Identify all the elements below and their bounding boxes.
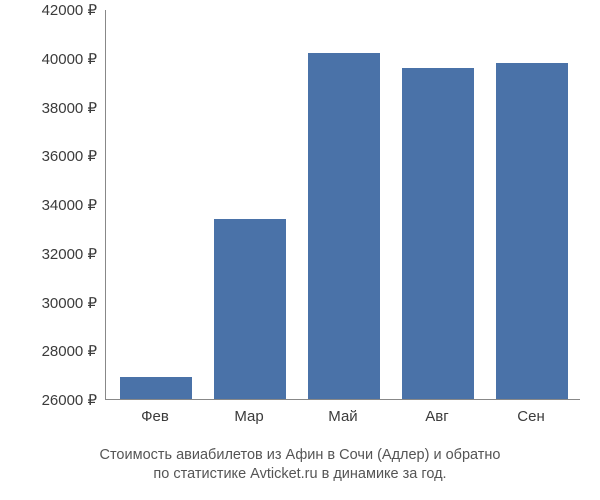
y-tick-label: 32000 ₽ — [42, 245, 97, 263]
y-tick-label: 30000 ₽ — [42, 294, 97, 312]
caption-line-2: по статистике Avticket.ru в динамике за … — [153, 466, 446, 482]
x-tick-label: Авг — [425, 408, 448, 425]
plot-area — [105, 10, 580, 400]
caption-line-1: Стоимость авиабилетов из Афин в Сочи (Ад… — [99, 447, 500, 463]
bar — [120, 377, 192, 399]
x-tick-label: Фев — [141, 408, 169, 425]
bar — [214, 219, 286, 399]
bar — [308, 53, 380, 399]
y-tick-label: 42000 ₽ — [42, 1, 97, 19]
x-tick-label: Мар — [234, 408, 263, 425]
price-chart: 26000 ₽ 28000 ₽ 30000 ₽ 32000 ₽ 34000 ₽ 36000… — [10, 10, 590, 440]
y-tick-label: 34000 ₽ — [42, 196, 97, 214]
bar — [496, 63, 568, 399]
bar — [402, 68, 474, 400]
y-tick-label: 40000 ₽ — [42, 50, 97, 68]
y-tick-label: 38000 ₽ — [42, 99, 97, 117]
y-tick-label: 36000 ₽ — [42, 147, 97, 165]
y-axis: 26000 ₽28000 ₽30000 ₽32000 ₽34000 ₽36000… — [10, 10, 105, 400]
y-tick-label: 28000 ₽ — [42, 342, 97, 360]
x-tick-label: Май — [328, 408, 357, 425]
y-tick-label: 26000 ₽ — [42, 391, 97, 409]
x-tick-label: Сен — [517, 408, 544, 425]
chart-caption: Стоимость авиабилетов из Афин в Сочи (Ад… — [0, 446, 600, 485]
